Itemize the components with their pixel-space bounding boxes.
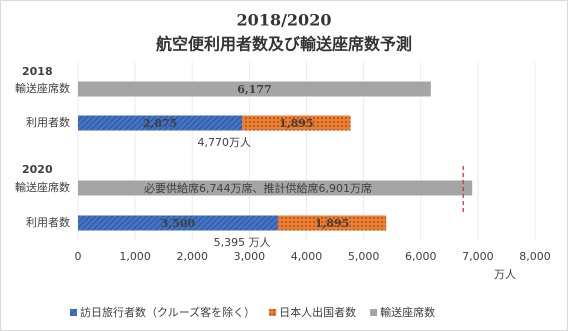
annotation: 必要供給席6,744万席、推計供給席6,901万席 — [144, 181, 372, 195]
x-tick-label: 0 — [75, 250, 82, 263]
legend-swatch — [70, 309, 77, 316]
x-tick-label: 5,000 — [348, 250, 380, 263]
legend-label: 日本人出国者数 — [279, 305, 356, 319]
bar-segment — [78, 81, 431, 97]
group-label: 2018 — [22, 65, 53, 78]
x-tick-label: 4,000 — [291, 250, 323, 263]
legend-label: 輸送座席数 — [380, 305, 435, 319]
chart-subtitle: 航空便利用者数及び輸送座席数予測 — [156, 35, 412, 54]
value-label: 1,895 — [279, 117, 313, 130]
bar-segment — [277, 215, 387, 231]
value-label: 6,177 — [237, 83, 271, 96]
group-label: 2020 — [22, 163, 53, 176]
x-tick-label: 3,000 — [234, 250, 266, 263]
x-tick-label: 2,000 — [177, 250, 209, 263]
value-label: 2,875 — [143, 117, 177, 130]
y-tick-label: 利用者数 — [26, 116, 70, 129]
legend-label: 訪日旅行者数（クルーズ客を除く） — [80, 305, 255, 319]
y-tick-label: 輸送座席数 — [15, 81, 70, 95]
chart-title: 2018/2020 — [237, 11, 332, 30]
y-tick-label: 輸送座席数 — [15, 180, 70, 194]
total-label: 5,395 万人 — [214, 236, 271, 249]
x-tick-label: 7,000 — [462, 250, 494, 263]
bar-segment — [78, 115, 243, 131]
x-tick-label: 6,000 — [405, 250, 437, 263]
total-label: 4,770万人 — [197, 136, 251, 149]
legend-swatch — [269, 309, 277, 316]
bar-segment — [78, 180, 473, 196]
value-label: 3,500 — [161, 217, 196, 230]
x-axis-label: 万人 — [494, 268, 516, 281]
bar-segment — [78, 215, 278, 231]
y-tick-label: 利用者数 — [26, 216, 70, 229]
x-tick-label: 8,000 — [519, 250, 551, 263]
bar-segment — [242, 115, 351, 131]
value-label: 1,895 — [315, 217, 349, 230]
x-tick-label: 1,000 — [119, 250, 151, 263]
legend-swatch — [370, 309, 378, 316]
